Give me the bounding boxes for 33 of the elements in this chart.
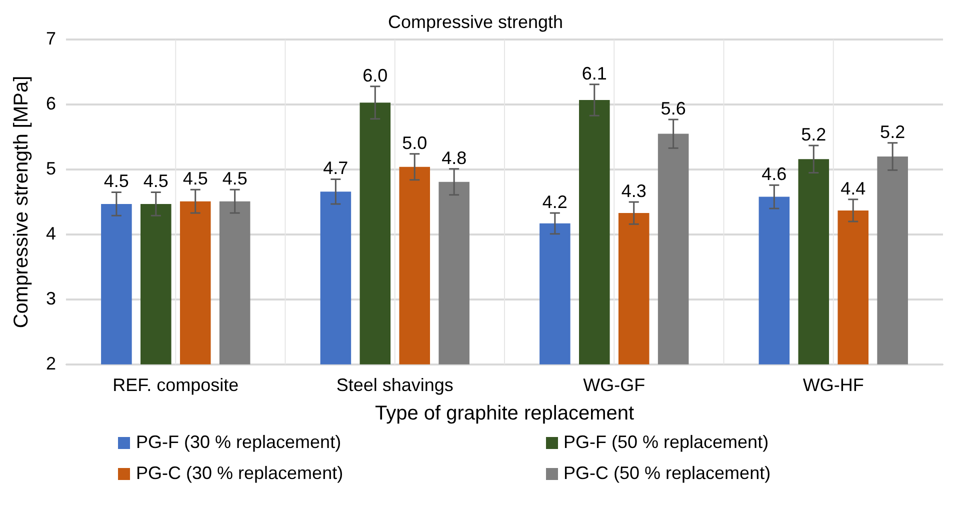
data-label: 5.0: [402, 132, 428, 153]
data-label: 5.6: [660, 98, 686, 118]
legend-label: PG-F (30 % replacement): [136, 432, 342, 453]
data-label: 5.2: [801, 124, 826, 144]
data-label: 4.4: [840, 178, 866, 198]
data-label: 4.5: [222, 168, 248, 189]
x-tick-label: Steel shavings: [336, 375, 454, 396]
data-label: 4.5: [143, 171, 168, 192]
y-tick-label: 5: [46, 158, 56, 178]
data-label: 4.7: [323, 158, 348, 178]
data-label: 4.3: [621, 180, 646, 201]
chart-title: Compressive strength: [388, 12, 564, 32]
y-tick-label: 4: [46, 223, 56, 244]
data-label: 6.0: [362, 65, 388, 86]
data-label: 4.6: [762, 164, 787, 184]
data-label: 5.2: [880, 122, 906, 142]
y-tick-label: 2: [46, 353, 56, 374]
data-label: 4.8: [442, 148, 467, 168]
x-tick-label: REF. composite: [112, 375, 239, 396]
x-tick-label: WG-HF: [802, 375, 864, 396]
legend-label: PG-C (50 % replacement): [564, 463, 771, 484]
y-axis-title: Compressive strength [MPa]: [10, 76, 33, 328]
y-tick-label: 3: [46, 288, 56, 308]
legend-label: PG-F (50 % replacement): [564, 432, 769, 453]
data-label: 4.2: [542, 192, 568, 212]
x-axis-title: Type of graphite replacement: [374, 402, 634, 425]
y-tick-label: 7: [46, 28, 56, 49]
y-tick-label: 6: [46, 94, 56, 114]
data-label: 4.5: [182, 168, 208, 189]
data-label: 4.5: [104, 171, 129, 192]
x-tick-label: WG-GF: [583, 375, 646, 396]
legend-label: PG-C (30 % replacement): [136, 463, 344, 484]
data-label: 6.1: [582, 63, 607, 84]
